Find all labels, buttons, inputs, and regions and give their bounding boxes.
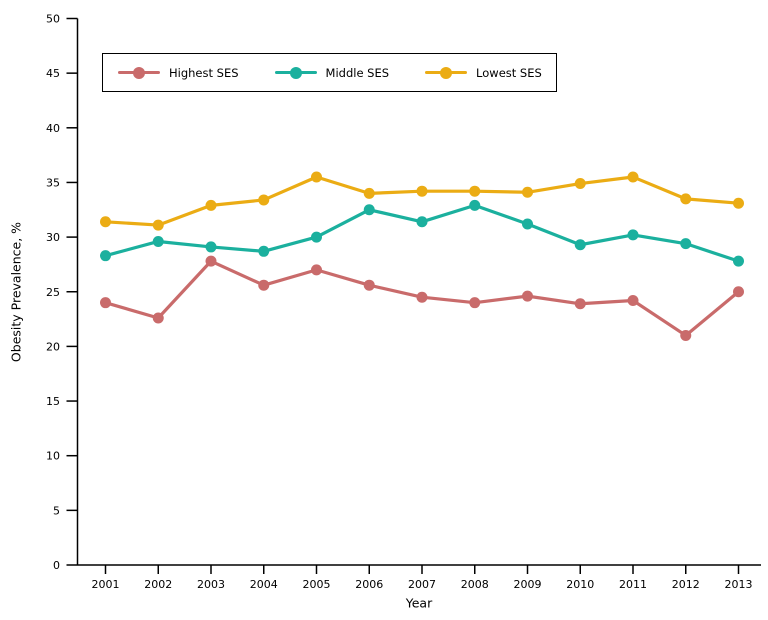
point-middle-ses-2004 xyxy=(258,245,270,257)
point-middle-ses-2001 xyxy=(100,250,111,262)
point-middle-ses-2007 xyxy=(416,216,428,228)
point-highest-ses-2008 xyxy=(469,297,481,309)
legend-marker-lowest-ses xyxy=(425,66,468,79)
y-tick-label: 30 xyxy=(46,231,60,244)
y-tick-label: 45 xyxy=(46,67,60,80)
point-highest-ses-2010 xyxy=(574,298,586,310)
legend-item-highest-ses: Highest SES xyxy=(118,66,239,80)
point-lowest-ses-2006 xyxy=(363,187,375,199)
legend-dot-sample xyxy=(289,66,302,79)
x-tick-label: 2009 xyxy=(514,578,542,591)
y-tick-label: 15 xyxy=(46,395,60,408)
x-tick-label: 2011 xyxy=(619,578,647,591)
point-middle-ses-2005 xyxy=(311,231,322,243)
legend-item-lowest-ses: Lowest SES xyxy=(425,66,542,80)
x-tick-label: 2006 xyxy=(355,578,383,591)
point-lowest-ses-2007 xyxy=(416,185,428,197)
point-lowest-ses-2009 xyxy=(522,186,533,198)
point-lowest-ses-2004 xyxy=(258,194,270,206)
point-lowest-ses-2001 xyxy=(100,216,111,228)
point-highest-ses-2005 xyxy=(311,264,322,276)
legend-dot-sample xyxy=(133,66,145,79)
point-highest-ses-2004 xyxy=(258,279,270,291)
point-middle-ses-2009 xyxy=(522,218,533,230)
point-lowest-ses-2012 xyxy=(680,193,692,205)
legend-dot-sample xyxy=(440,66,453,79)
y-axis-label: Obesity Prevalence, % xyxy=(8,221,24,363)
legend-item-middle-ses: Middle SES xyxy=(274,65,390,80)
x-tick-label: 2007 xyxy=(408,578,436,591)
point-middle-ses-2012 xyxy=(680,238,692,250)
x-axis-label: Year xyxy=(405,595,433,611)
point-highest-ses-2002 xyxy=(152,312,164,324)
x-tick-label: 2013 xyxy=(725,578,753,591)
x-tick-label: 2012 xyxy=(672,578,700,591)
legend-label-middle-ses: Middle SES xyxy=(325,65,390,80)
point-lowest-ses-2003 xyxy=(205,199,217,211)
y-tick-label: 50 xyxy=(46,13,60,26)
legend-label-highest-ses: Highest SES xyxy=(169,65,239,80)
point-highest-ses-2003 xyxy=(205,255,217,267)
y-tick-label: 0 xyxy=(53,559,60,572)
point-highest-ses-2012 xyxy=(680,329,692,341)
y-tick-label: 35 xyxy=(46,176,60,189)
point-lowest-ses-2011 xyxy=(627,171,639,183)
point-middle-ses-2006 xyxy=(363,204,375,216)
point-lowest-ses-2010 xyxy=(574,178,586,190)
legend-marker-highest-ses xyxy=(118,66,160,79)
point-lowest-ses-2005 xyxy=(311,171,322,183)
legend: Highest SES Middle SES Lowest SES xyxy=(102,53,557,92)
x-tick-label: 2004 xyxy=(250,578,278,591)
point-middle-ses-2008 xyxy=(469,199,481,211)
y-tick-label: 20 xyxy=(46,340,60,353)
point-lowest-ses-2002 xyxy=(152,219,164,231)
x-tick-label: 2008 xyxy=(461,578,489,591)
y-tick-label: 10 xyxy=(46,450,60,463)
y-tick-label: 25 xyxy=(46,286,60,299)
y-tick-label: 5 xyxy=(53,504,60,517)
y-tick-label: 40 xyxy=(46,122,60,135)
point-middle-ses-2011 xyxy=(627,229,639,241)
legend-label-lowest-ses: Lowest SES xyxy=(476,65,542,80)
point-middle-ses-2010 xyxy=(574,239,586,251)
point-middle-ses-2003 xyxy=(205,241,217,253)
point-highest-ses-2001 xyxy=(100,297,111,309)
x-tick-label: 2001 xyxy=(92,578,120,591)
point-lowest-ses-2013 xyxy=(733,197,744,209)
point-highest-ses-2013 xyxy=(733,286,744,298)
line-middle-ses xyxy=(103,203,741,263)
legend-marker-middle-ses xyxy=(274,66,317,79)
point-middle-ses-2002 xyxy=(152,235,164,247)
point-lowest-ses-2008 xyxy=(469,185,481,197)
point-highest-ses-2011 xyxy=(627,294,639,306)
x-tick-label: 2005 xyxy=(303,578,331,591)
point-middle-ses-2013 xyxy=(733,255,744,267)
x-tick-label: 2010 xyxy=(566,578,594,591)
point-highest-ses-2009 xyxy=(522,290,533,302)
point-highest-ses-2007 xyxy=(416,291,428,303)
point-highest-ses-2006 xyxy=(363,279,375,291)
x-tick-label: 2003 xyxy=(197,578,225,591)
x-tick-label: 2002 xyxy=(144,578,172,591)
